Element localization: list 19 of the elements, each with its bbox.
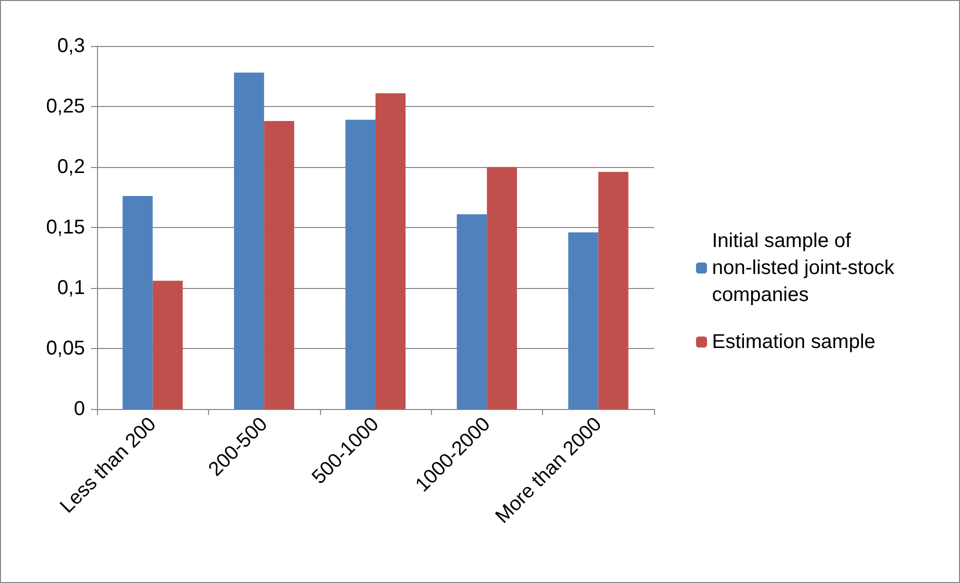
legend-label: Estimation sample	[712, 331, 876, 353]
bar	[234, 72, 264, 409]
bar	[152, 280, 183, 409]
y-tick-label: 0,15	[46, 216, 85, 238]
y-tick-label: 0,05	[46, 338, 85, 360]
bar	[264, 121, 294, 409]
bar	[456, 214, 487, 409]
bar	[598, 172, 628, 409]
y-tick-label: 0,3	[57, 35, 85, 57]
bar	[568, 232, 598, 409]
bar	[345, 120, 376, 409]
y-tick-label: 0,25	[46, 96, 85, 118]
bar	[486, 167, 517, 409]
y-tick-label: 0	[74, 398, 85, 420]
bar	[122, 196, 153, 409]
legend-label: Initial sample of non-listed joint-stock companies	[712, 230, 900, 306]
bar	[376, 93, 406, 409]
y-tick-label: 0,2	[57, 156, 85, 178]
y-tick-label: 0,1	[57, 277, 85, 299]
